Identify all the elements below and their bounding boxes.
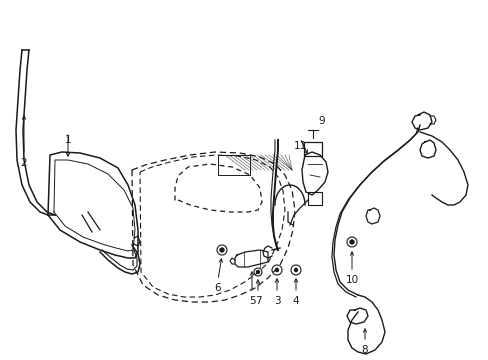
Circle shape: [220, 248, 224, 252]
Text: 7: 7: [254, 296, 261, 306]
Circle shape: [349, 240, 353, 244]
Text: 6: 6: [214, 283, 221, 293]
Text: 5: 5: [248, 296, 255, 306]
Text: 3: 3: [273, 296, 280, 306]
Text: 2: 2: [20, 158, 27, 168]
Text: 9: 9: [317, 116, 324, 126]
Circle shape: [275, 269, 278, 271]
Text: 1: 1: [64, 135, 71, 145]
Circle shape: [294, 269, 297, 271]
Text: 4: 4: [292, 296, 299, 306]
Text: 11: 11: [293, 141, 306, 151]
Text: 8: 8: [361, 345, 367, 355]
Bar: [218, 155, 249, 175]
Text: 10: 10: [345, 275, 358, 285]
Circle shape: [256, 270, 259, 274]
